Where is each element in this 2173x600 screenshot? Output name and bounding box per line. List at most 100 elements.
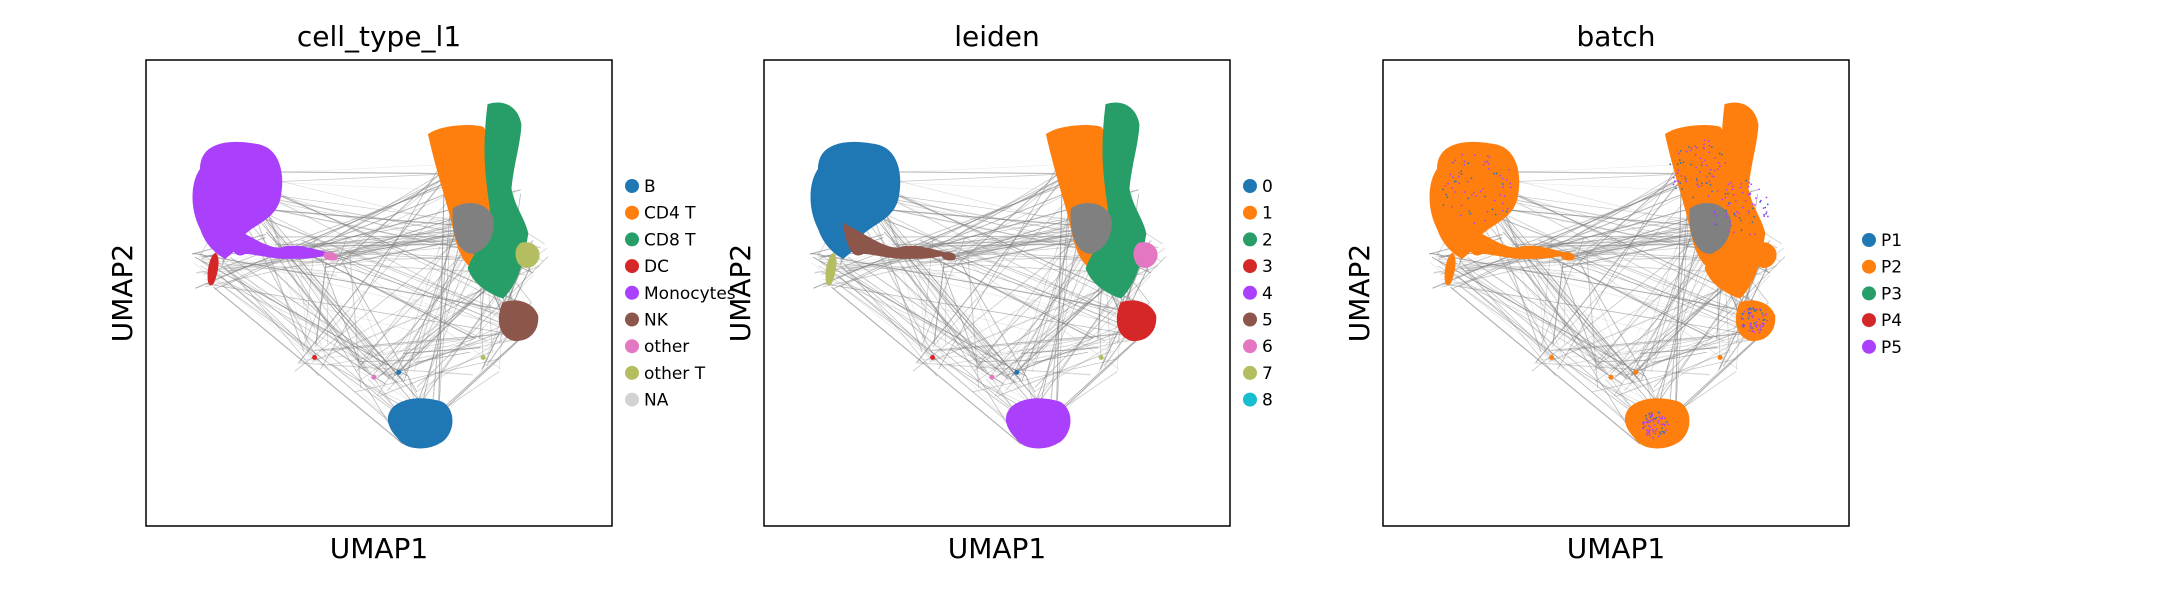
cell-point [1751,315,1754,317]
graph-edge [1552,262,1564,345]
cell-point [1460,204,1463,207]
axes-frame [1382,59,1850,527]
cell-point [1729,181,1732,184]
cell-point [1672,183,1675,186]
graph-edge [254,172,468,184]
legend-label: 1 [1262,204,1273,224]
legend-marker [625,312,639,327]
cell-point [1705,182,1708,184]
graph-edge [1491,172,1705,184]
cell-point [1678,159,1681,161]
graph-edge [1491,192,1725,225]
cell-point [1685,150,1688,153]
cell-point [1699,157,1702,160]
cell-point [1749,323,1752,326]
graph-edge [1021,347,1099,355]
graph-edge [220,275,414,444]
cell-point [1762,324,1765,327]
legend-label: 7 [1262,364,1273,384]
cell-point [1467,197,1470,200]
graph-edge [916,246,927,358]
graph-edge [371,336,499,378]
graph-edge [939,337,1091,352]
cell-point [1729,202,1732,205]
cell-point [1643,421,1646,424]
cell-point [1698,171,1701,174]
cluster-nk [1735,300,1776,342]
cluster-node [371,374,377,380]
cell-point [1761,312,1764,315]
cell-point [1725,209,1727,212]
cell-point [1725,213,1728,216]
graph-edge [1459,285,1660,432]
legend-marker [1243,205,1257,220]
graph-edge [254,174,479,231]
graph-edge [274,235,460,238]
cell-point [1661,417,1664,420]
cell-point [1648,433,1650,435]
legend-label: P4 [1881,311,1902,331]
graph-edge [200,258,351,274]
graph-edge [933,262,945,345]
cell-point [1454,191,1456,193]
cell-point [1689,149,1692,152]
cluster-node [930,354,936,360]
cell-point [1765,212,1767,215]
cluster-b [387,398,453,449]
graph-edge [853,205,987,372]
graph-edge [1564,271,1566,345]
legend-label: 0 [1262,177,1273,197]
cell-point [1471,194,1473,196]
graph-edge [200,265,404,387]
cell-point [1766,319,1769,322]
cell-point [1658,412,1661,415]
cell-point [1501,209,1504,212]
legend-marker [625,392,639,407]
cell-point [1700,185,1703,187]
cell-point [1728,230,1730,232]
cell-point [1442,188,1444,191]
graph-edge [1445,254,1648,423]
cell-point [1751,221,1754,224]
cell-point [1648,429,1651,431]
cell-point [1758,331,1761,334]
cell-point [1660,423,1663,426]
cell-point [1708,144,1711,147]
cell-point [1727,183,1730,186]
cell-point [1767,215,1769,218]
graph-edge [1021,227,1076,382]
cell-point [1724,196,1727,199]
graph-edge [1468,205,1758,319]
cell-point [1684,175,1687,178]
cell-point [1756,308,1759,311]
graph-edge [205,283,507,334]
cell-point [1703,139,1706,141]
cell-point [1487,162,1490,165]
cell-point [1453,180,1456,183]
cell-point [1645,429,1648,432]
cell-point [1708,151,1710,154]
cell-point [1748,313,1751,316]
graph-edge [1055,156,1064,430]
cell-point [1732,193,1735,196]
graph-edge [1569,348,1623,385]
graph-edge [1439,261,1574,277]
cell-point [1646,419,1649,422]
cell-point [1753,322,1756,325]
cell-point [1654,430,1657,432]
graph-edge [1567,363,1641,408]
legend-label: NK [644,311,669,331]
cell-point [1710,146,1713,149]
cell-point [1748,181,1751,184]
cell-point [1667,423,1670,426]
graph-edge [893,239,1106,246]
cell-point [1750,183,1753,186]
plot-area [809,102,1167,449]
cell-point [1509,186,1512,189]
cell-point [1726,192,1729,195]
graph-edge [195,179,454,289]
cluster-grey [1689,202,1731,254]
graph-edge [938,258,978,362]
cell-point [1695,178,1698,180]
cell-point [1755,321,1758,323]
